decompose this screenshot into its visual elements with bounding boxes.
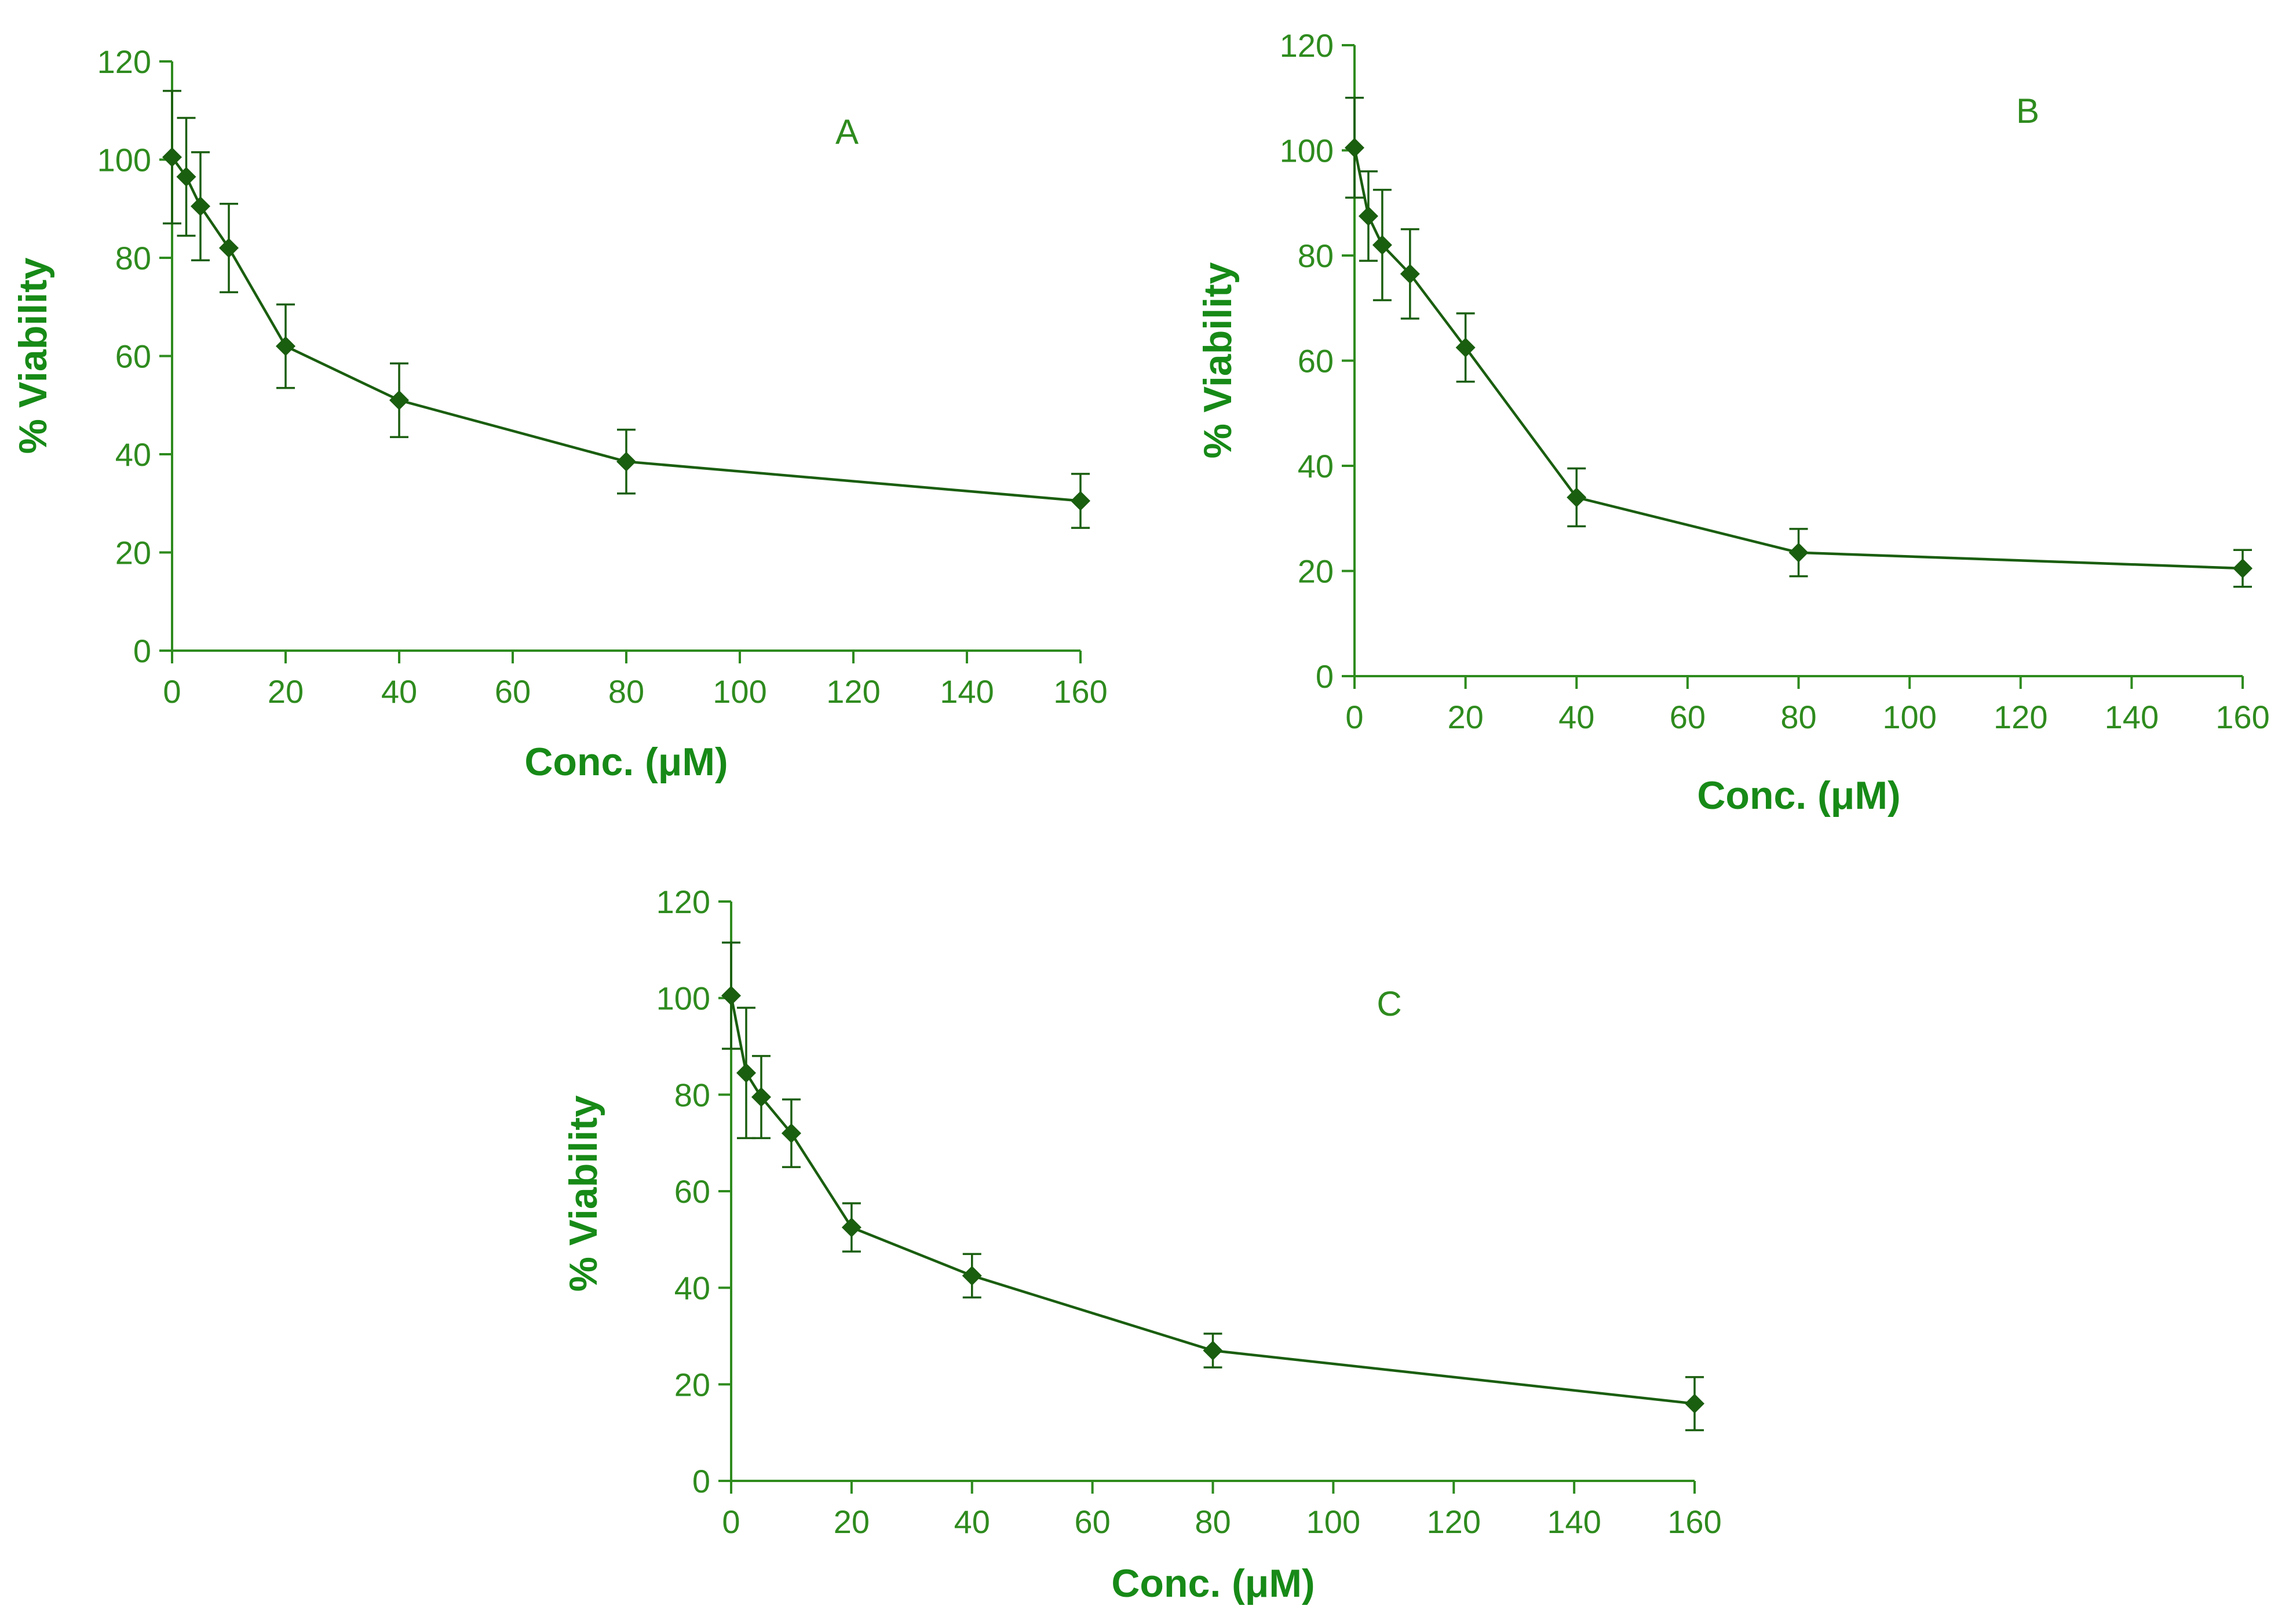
x-axis-title: Conc. (μM) [1111, 1561, 1315, 1605]
y-tick-label: 20 [1298, 553, 1334, 590]
data-point [162, 147, 182, 167]
y-tick-label: 0 [133, 633, 151, 669]
data-point [1358, 206, 1378, 226]
y-axis-title: % Viability [1196, 262, 1240, 458]
y-tick-label: 100 [656, 980, 710, 1017]
chart-a: 0 20 40 60 80 100 120 0 20 40 60 80 100 120 140 160 Conc… [11, 43, 1108, 784]
x-axis-title: Conc. (μM) [1697, 773, 1900, 818]
y-tick-label: 120 [97, 43, 151, 80]
y-tick-label: 60 [674, 1173, 710, 1210]
x-tick-label: 20 [834, 1503, 870, 1540]
data-point [751, 1087, 771, 1107]
y-tick-label: 20 [674, 1366, 710, 1403]
data-point [841, 1217, 861, 1238]
x-tick-label: 80 [608, 673, 644, 710]
x-tick-label: 40 [954, 1503, 990, 1540]
data-point [1071, 491, 1090, 511]
data-point [616, 451, 636, 472]
y-tick-label: 80 [674, 1076, 710, 1113]
x-tick-label: 120 [1994, 699, 2047, 735]
data-point [962, 1265, 982, 1286]
x-tick-label: 60 [1074, 1503, 1110, 1540]
data-point [389, 390, 409, 410]
x-tick-label: 20 [268, 673, 304, 710]
x-tick-label: 40 [381, 673, 417, 710]
x-tick-label: 0 [1345, 699, 1363, 735]
y-tick-label: 60 [115, 338, 151, 375]
x-tick-label: 120 [826, 673, 880, 710]
data-point [1400, 264, 1420, 284]
x-tick-label: 100 [1306, 1503, 1360, 1540]
data-point [1567, 487, 1587, 508]
data-point [2233, 558, 2253, 578]
y-tick-label: 100 [1280, 133, 1334, 169]
y-tick-label: 120 [656, 884, 710, 920]
y-tick-label: 80 [115, 240, 151, 276]
data-point [1345, 137, 1364, 158]
x-tick-label: 160 [1667, 1503, 1721, 1540]
data-point [191, 196, 210, 217]
y-tick-label: 80 [1298, 238, 1334, 274]
panel-label-a: A [835, 112, 859, 151]
x-tick-label: 120 [1427, 1503, 1481, 1540]
data-point [721, 986, 741, 1006]
x-axis-title: Conc. (μM) [524, 740, 728, 784]
x-tick-label: 80 [1780, 699, 1816, 735]
panel-label-c: C [1377, 984, 1401, 1023]
data-point [781, 1123, 801, 1143]
data-point [1203, 1341, 1223, 1360]
y-axis-title: % Viability [11, 257, 55, 454]
x-tick-label: 100 [1882, 699, 1936, 735]
data-point [1685, 1393, 1704, 1414]
x-tick-label: 160 [2215, 699, 2269, 735]
data-point [1372, 235, 1392, 255]
y-tick-label: 40 [674, 1270, 710, 1307]
data-point [219, 238, 239, 258]
x-tick-label: 160 [1053, 673, 1107, 710]
y-tick-label: 40 [1298, 448, 1334, 484]
x-tick-label: 0 [722, 1503, 740, 1540]
chart-b: 0 20 40 60 80 100 120 0 20 40 60 80 100 120 140 160 Conc… [1196, 27, 2270, 818]
series-line [1353, 147, 2243, 570]
data-point [1455, 337, 1476, 357]
y-tick-label: 0 [692, 1463, 710, 1499]
x-tick-label: 20 [1447, 699, 1483, 735]
x-tick-label: 60 [495, 673, 531, 710]
x-tick-label: 140 [1547, 1503, 1601, 1540]
y-tick-label: 40 [115, 436, 151, 473]
data-point [276, 336, 295, 356]
y-tick-label: 120 [1280, 27, 1334, 64]
y-tick-label: 20 [115, 535, 151, 571]
panel-label-b: B [2016, 92, 2039, 130]
x-tick-label: 0 [163, 673, 181, 710]
x-tick-label: 140 [2105, 699, 2159, 735]
x-tick-label: 60 [1670, 699, 1706, 735]
y-tick-label: 100 [97, 142, 151, 178]
y-axis-title: % Viability [561, 1095, 605, 1291]
data-point [736, 1063, 756, 1083]
data-point [176, 167, 196, 187]
x-tick-label: 40 [1558, 699, 1594, 735]
y-tick-label: 60 [1298, 343, 1334, 379]
x-tick-label: 100 [713, 673, 766, 710]
chart-c: 0 20 40 60 80 100 120 0 20 40 60 80 100 120 140 160 Conc… [561, 884, 1722, 1605]
y-tick-label: 0 [1316, 658, 1334, 695]
x-tick-label: 80 [1195, 1503, 1231, 1540]
x-tick-label: 140 [940, 673, 994, 710]
data-point [1788, 542, 1809, 563]
